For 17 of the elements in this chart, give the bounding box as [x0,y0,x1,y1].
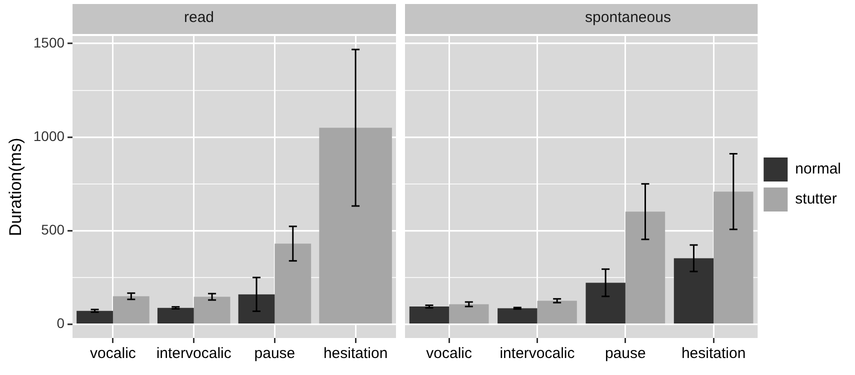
x-tick-label: pause [254,345,296,362]
x-tick-label: intervocalic [156,345,232,362]
x-tick-label: hesitation [323,345,388,362]
y-tick-label: 1000 [33,128,65,144]
y-tick-label: 0 [56,315,65,332]
x-tick-label: intervocalic [500,345,576,362]
y-tick-label: 500 [41,222,65,238]
x-tick-label: vocalic [426,345,472,362]
legend-label: normal [795,160,842,178]
x-tick-label: vocalic [90,345,136,362]
y-tick-label: 1500 [33,34,65,50]
x-tick-label: hesitation [681,345,746,362]
chart-title: spontaneous [585,9,671,26]
x-tick-label: pause [604,345,646,362]
legend-label: stutter [795,190,837,208]
chart-title: read [184,9,214,26]
y-axis-title: Duration(ms) [6,138,25,236]
